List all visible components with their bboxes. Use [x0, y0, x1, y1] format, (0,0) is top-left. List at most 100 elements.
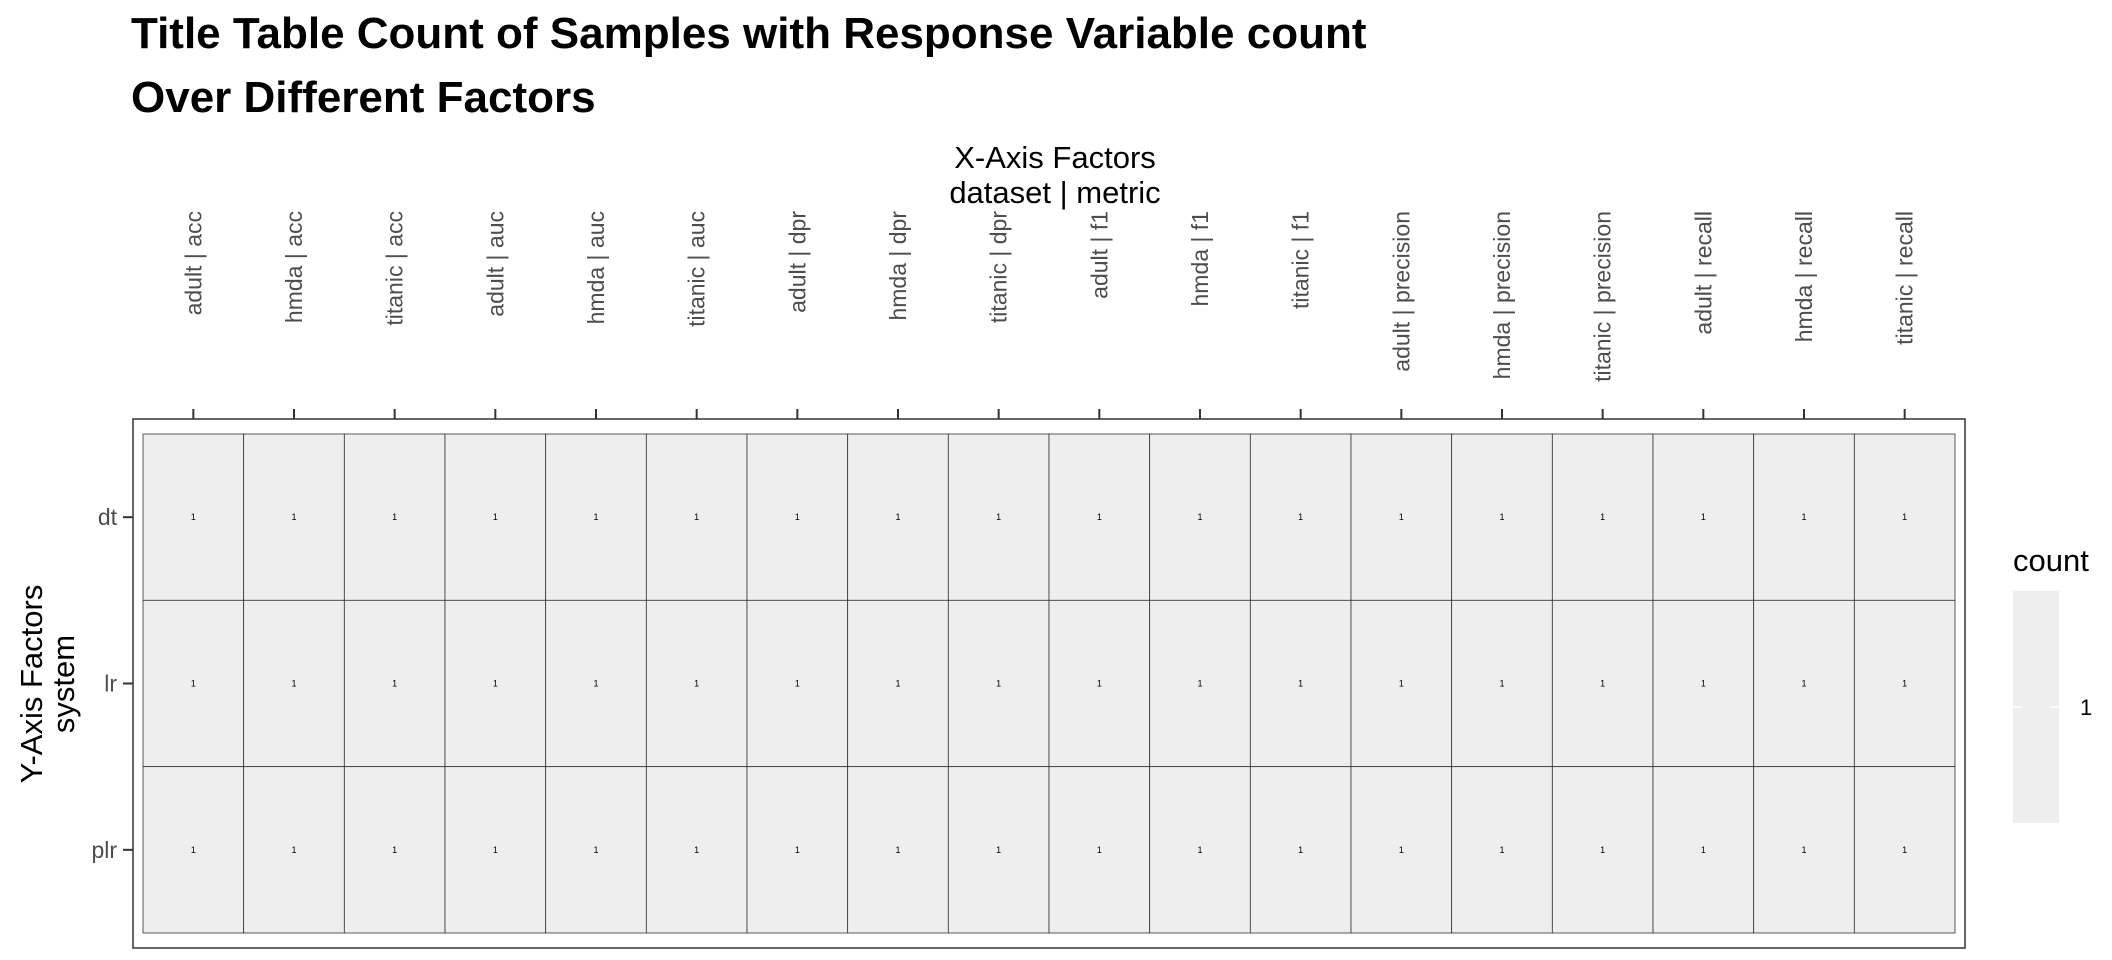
x-tick-label: adult | auc	[482, 211, 508, 317]
cell-value-label: 1	[996, 845, 1001, 855]
cell-value-label: 1	[1902, 845, 1907, 855]
heatmap-cell	[142, 766, 245, 934]
heatmap-cell	[1451, 433, 1553, 601]
cell-value-label: 1	[1801, 679, 1806, 689]
cell-value-label: 1	[1197, 512, 1202, 522]
cell-value-label: 1	[1600, 845, 1605, 855]
heatmap-cell	[1350, 433, 1453, 601]
x-axis-title: X-Axis Factors dataset | metric	[949, 140, 1160, 210]
cell-value-label: 1	[191, 679, 196, 689]
y-tick-label: dt	[98, 504, 118, 530]
x-tick-label: adult | recall	[1690, 211, 1716, 335]
heatmap-cell	[1249, 433, 1352, 601]
cell-value-label: 1	[291, 512, 296, 522]
heatmap-cell	[947, 599, 1050, 768]
x-tick-label: hmda | f1	[1187, 211, 1213, 306]
heatmap-cell	[1753, 599, 1855, 768]
chart-title-line-2: Over Different Factors	[131, 73, 596, 122]
x-axis-title-line-2: dataset | metric	[949, 175, 1160, 210]
heatmap-cell	[1753, 766, 1855, 934]
x-tick-label: adult | acc	[180, 211, 206, 315]
cell-value-label: 1	[392, 845, 397, 855]
x-tick-label: titanic | precision	[1590, 211, 1616, 382]
legend-tick-label: 1	[2080, 695, 2092, 720]
cell-value-label: 1	[1600, 679, 1605, 689]
legend: count 1	[2013, 543, 2092, 823]
heatmap-cell	[746, 599, 849, 768]
cell-value-label: 1	[1097, 845, 1102, 855]
cell-value-label: 1	[1399, 845, 1404, 855]
x-tick-label: titanic | dpr	[986, 211, 1012, 323]
x-tick-label: adult | f1	[1086, 211, 1112, 299]
heatmap-cell	[645, 433, 748, 601]
heatmap-cell	[1350, 766, 1453, 934]
cell-value-label: 1	[1701, 845, 1706, 855]
cell-value-label: 1	[593, 845, 598, 855]
cell-value-label: 1	[1701, 512, 1706, 522]
cell-value-label: 1	[1399, 512, 1404, 522]
cell-value-label: 1	[191, 845, 196, 855]
heatmap-cell	[1853, 433, 1956, 601]
y-axis-ticks: dt lr plr	[91, 504, 133, 863]
x-tick-label: hmda | dpr	[885, 211, 911, 321]
cell-value-label: 1	[1097, 512, 1102, 522]
heatmap-cell	[1048, 766, 1151, 934]
heatmap-cell	[947, 766, 1050, 934]
heatmap-cell	[343, 766, 446, 934]
cell-value-label: 1	[1701, 679, 1706, 689]
cell-value-label: 1	[1298, 679, 1303, 689]
x-tick-label: titanic | acc	[382, 211, 408, 326]
cell-value-label: 1	[1600, 512, 1605, 522]
cell-value-label: 1	[392, 679, 397, 689]
cell-value-label: 1	[291, 679, 296, 689]
cell-value-label: 1	[191, 512, 196, 522]
cell-value-label: 1	[1902, 679, 1907, 689]
cell-value-label: 1	[392, 512, 397, 522]
heatmap-cell	[847, 433, 949, 601]
heatmap-tiles: 1 1 1 1 1 1 1 1 1 1 1 1 1 1 1 1 1 1 1 1 1 1 1 1 1 1 1 1 1 1 1 1 1 1 1 1 1 1 1 1…	[142, 433, 1956, 934]
y-axis-title-line-1: Y-Axis Factors	[14, 585, 49, 784]
x-tick-label: adult | dpr	[784, 211, 810, 313]
x-axis-title-line-1: X-Axis Factors	[954, 140, 1156, 175]
heatmap-cell	[343, 599, 446, 768]
cell-value-label: 1	[795, 845, 800, 855]
cell-value-label: 1	[493, 512, 498, 522]
heatmap-cell	[746, 433, 849, 601]
x-tick-label: hmda | recall	[1791, 211, 1817, 342]
heatmap-cell	[1149, 599, 1251, 768]
heatmap-cell	[1451, 766, 1553, 934]
heatmap-cell	[1149, 766, 1251, 934]
cell-value-label: 1	[291, 845, 296, 855]
heatmap-cell	[1551, 599, 1654, 768]
cell-value-label: 1	[1399, 679, 1404, 689]
cell-value-label: 1	[1499, 845, 1504, 855]
heatmap-cell	[1350, 599, 1453, 768]
y-axis-title-line-2: system	[46, 635, 81, 733]
heatmap-cell	[645, 766, 748, 934]
cell-value-label: 1	[795, 512, 800, 522]
heatmap-cell	[1048, 433, 1151, 601]
heatmap-cell	[1753, 433, 1855, 601]
cell-value-label: 1	[895, 845, 900, 855]
heatmap-cell	[243, 766, 345, 934]
heatmap-cell	[645, 599, 748, 768]
y-tick-label: lr	[104, 671, 117, 697]
heatmap-cell	[1853, 599, 1956, 768]
cell-value-label: 1	[1902, 512, 1907, 522]
y-tick-label: plr	[91, 837, 117, 863]
heatmap-cell	[847, 599, 949, 768]
cell-value-label: 1	[694, 512, 699, 522]
heatmap-cell	[1853, 766, 1956, 934]
heatmap-cell	[1249, 599, 1352, 768]
heatmap-cell	[1048, 599, 1151, 768]
cell-value-label: 1	[1197, 679, 1202, 689]
heatmap-cell	[444, 766, 547, 934]
cell-value-label: 1	[1298, 845, 1303, 855]
y-axis-title: Y-Axis Factors system	[14, 585, 81, 784]
heatmap-cell	[545, 433, 647, 601]
cell-value-label: 1	[1197, 845, 1202, 855]
heatmap-cell	[1451, 599, 1553, 768]
cell-value-label: 1	[996, 679, 1001, 689]
cell-value-label: 1	[1499, 679, 1504, 689]
